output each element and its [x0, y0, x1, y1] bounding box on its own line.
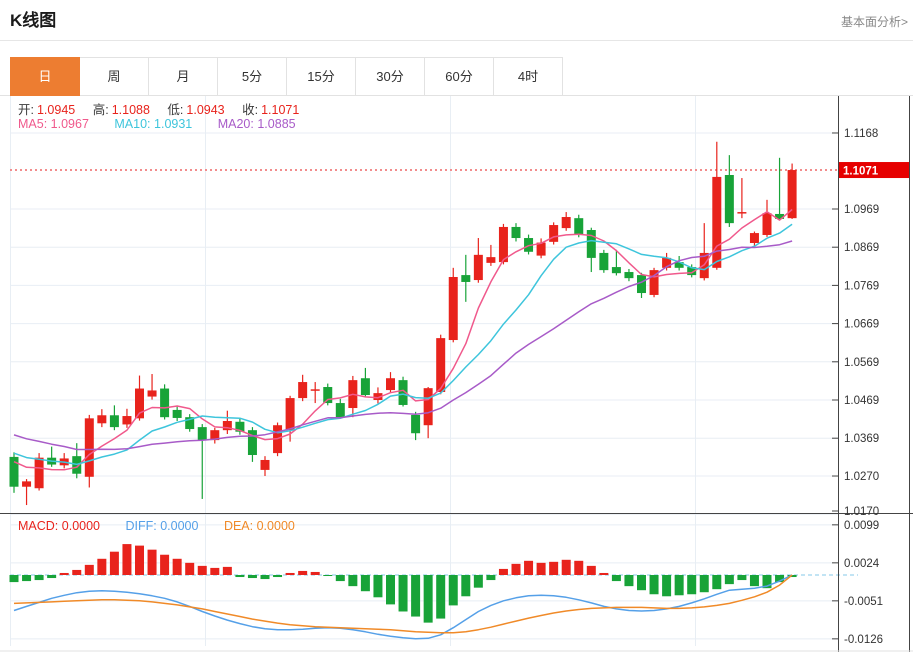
- price-axis-label: 1.0569: [844, 357, 879, 369]
- dea-value-readout: DEA: 0.0000: [223, 519, 295, 533]
- price-axis-label: 1.0469: [844, 395, 879, 407]
- price-axis-label: 1.0969: [844, 204, 879, 216]
- header-divider: [0, 40, 913, 41]
- tab-5分[interactable]: 5分: [217, 57, 287, 96]
- price-axis-label: 1.0270: [844, 471, 879, 483]
- ma5-readout: MA5: 1.0967: [18, 117, 89, 131]
- open-label: 开:: [18, 103, 34, 117]
- tab-4时[interactable]: 4时: [493, 57, 563, 96]
- ohlc-readout: 开: 1.0945 高: 1.1088 低: 1.0943 收: 1.1071: [18, 99, 313, 118]
- tab-60分[interactable]: 60分: [424, 57, 494, 96]
- price-axis-label: 1.0869: [844, 242, 879, 254]
- ma20-readout: MA20: 1.0885: [217, 117, 296, 131]
- current-price-badge: 1.1071: [843, 166, 879, 178]
- high-value: 1.1088: [111, 103, 150, 117]
- period-tabbar: 日周月 5分 15分 30分 60分 4时: [10, 57, 563, 96]
- macd-value-readout: MACD: 0.0000: [18, 519, 100, 533]
- tab-15分[interactable]: 15分: [286, 57, 356, 96]
- tab-30分[interactable]: 30分: [355, 57, 425, 96]
- price-axis-label: 1.0170: [844, 506, 879, 518]
- price-axis-label: 1.0669: [844, 319, 879, 331]
- open-value: 1.0945: [36, 103, 76, 117]
- macd-readout: MACD: 0.0000 DIFF: 0.0000 DEA: 0.0000: [18, 519, 317, 533]
- macd-axis-label: -0.0051: [844, 596, 883, 608]
- diff-value-readout: DIFF: 0.0000: [125, 519, 199, 533]
- tab-周[interactable]: 周: [79, 57, 149, 96]
- macd-axis-label: 0.0024: [844, 558, 880, 570]
- close-label: 收:: [242, 103, 259, 117]
- macd-axis-label: -0.0126: [844, 634, 883, 646]
- tab-月[interactable]: 月: [148, 57, 218, 96]
- tab-日[interactable]: 日: [10, 57, 80, 96]
- price-axis-label: 1.0369: [844, 433, 879, 445]
- ma10-readout: MA10: 1.0931: [114, 117, 193, 131]
- price-axis-label: 1.1168: [844, 128, 878, 140]
- low-value: 1.0943: [186, 103, 225, 117]
- ma-readout: MA5: 1.0967 MA10: 1.0931 MA20: 1.0885: [18, 117, 318, 131]
- close-value: 1.1071: [261, 103, 300, 117]
- page-title: K线图: [10, 11, 57, 30]
- fundamental-analysis-link[interactable]: 基本面分析>: [840, 15, 908, 29]
- price-axis-label: 1.0769: [844, 280, 879, 292]
- high-label: 高:: [92, 103, 109, 117]
- macd-axis-label: 0.0099: [844, 520, 879, 532]
- kline-chart-area[interactable]: 1.1168 1.0969 1.0869 1.0769 1.0669 1.0569 1.04…: [0, 96, 913, 652]
- low-label: 低:: [167, 103, 184, 117]
- chart-canvas[interactable]: 1.1168 1.0969 1.0869 1.0769 1.0669 1.0569 1.04…: [0, 96, 913, 652]
